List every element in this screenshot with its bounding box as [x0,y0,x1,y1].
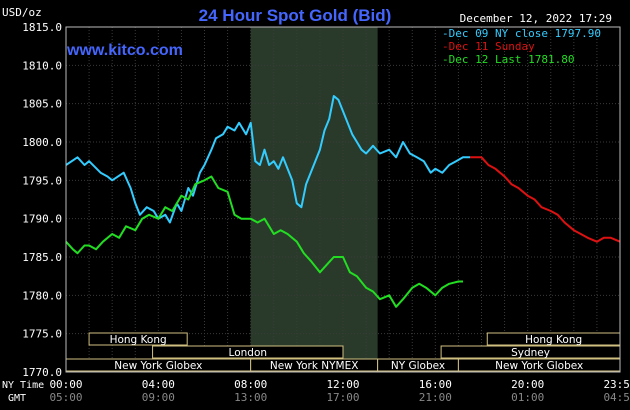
x-tick-label-gmt: 17:00 [326,391,359,404]
plot-frame [65,26,621,373]
x-tick-label-gmt: 09:00 [142,391,175,404]
x-tick-label-gmt: 04:59 [603,391,630,404]
chart-title: 24 Hour Spot Gold (Bid) [199,6,392,25]
x-tick-label-ny: 12:00 [326,378,359,391]
x-tick-label-ny: 04:00 [142,378,175,391]
y-tick-label: 1800.0 [22,136,62,149]
website-watermark: www.kitco.com [66,42,183,59]
session-label: New York Globex [495,360,583,372]
x-tick-label-ny: 00:00 [49,378,82,391]
x-tick-labels: 00:00 04:00 08:00 12:00 16:00 20:00 23:59 05:00… [49,378,630,404]
x-tick-label-ny: 23:59 [603,378,630,391]
x-tick-label-gmt: 21:00 [419,391,452,404]
y-tick-label: 1815.0 [22,21,62,34]
x-tick-label-gmt: 05:00 [49,391,82,404]
session-label: Hong Kong [110,334,167,346]
ny-time-axis-label: NY Time [2,380,44,391]
series-lines [65,95,621,308]
y-tick-label: 1810.0 [22,59,62,72]
series-line [470,156,621,243]
session-label: New York Globex [114,360,202,372]
series-line [65,95,470,224]
y-tick-label: 1790.0 [22,213,62,226]
legend-entry-dec09: -Dec 09 NY close 1797.90 [442,27,601,40]
gridlines [66,27,620,372]
legend-entry-dec12: -Dec 12 Last 1781.80 [442,53,574,66]
session-label: Sydney [511,347,550,359]
y-tick-label: 1805.0 [22,98,62,111]
session-bar [88,332,188,346]
market-hours-band [250,27,378,372]
y-tick-label: 1785.0 [22,251,62,264]
x-tick-label-gmt: 01:00 [511,391,544,404]
legend: -Dec 09 NY close 1797.90 -Dec 11 Sunday … [442,27,601,66]
y-tick-label: 1770.0 [22,366,62,379]
x-tick-label-ny: 08:00 [234,378,267,391]
gmt-axis-label: GMT [8,393,26,404]
y-tick-labels: 1815.0 1810.0 1805.0 1800.0 1795.0 1790.0 1785… [22,21,62,379]
session-bar [152,345,344,359]
session-label: NY Globex [391,360,445,372]
session-label: London [229,347,268,359]
chart-date: December 12, 2022 17:29 [460,12,612,25]
y-tick-label: 1795.0 [22,174,62,187]
series-line [65,175,463,308]
x-tick-label-ny: 20:00 [511,378,544,391]
x-tick-label-ny: 16:00 [419,378,452,391]
legend-entry-dec11: -Dec 11 Sunday [442,40,535,53]
y-tick-label: 1775.0 [22,328,62,341]
unit-label: USD/oz [2,6,42,19]
x-tick-label-gmt: 13:00 [234,391,267,404]
y-tick-label: 1780.0 [22,289,62,302]
session-label: New York NYMEX [270,360,359,372]
session-label: Hong Kong [525,334,582,346]
